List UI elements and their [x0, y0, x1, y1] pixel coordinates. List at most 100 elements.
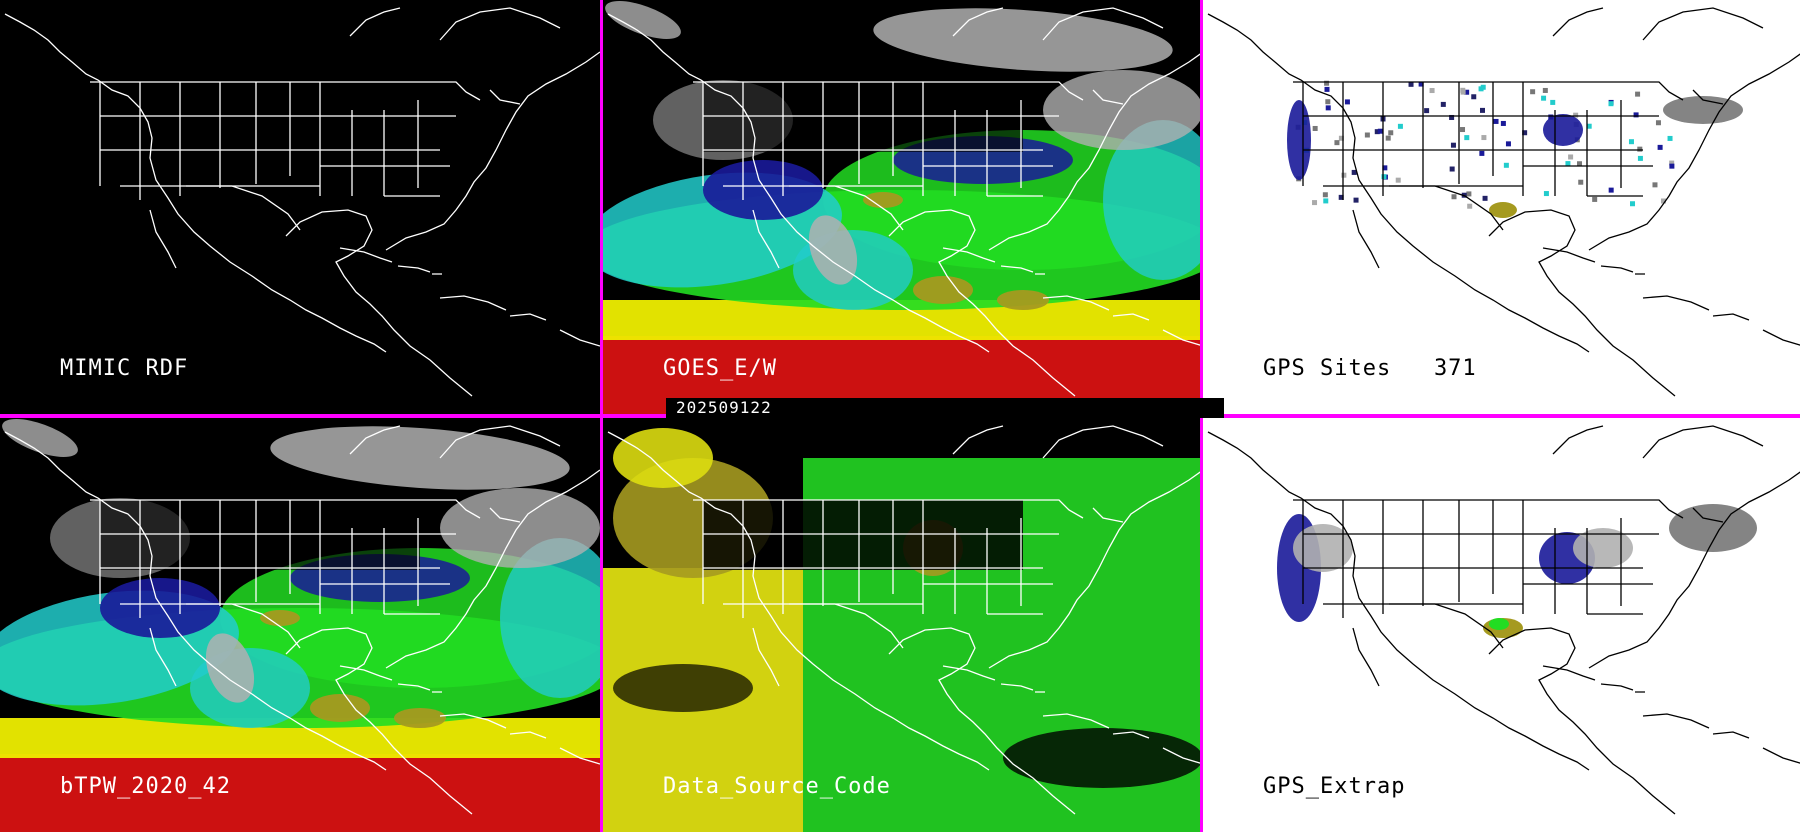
extrap-region-northeast	[1669, 504, 1757, 552]
basemap-outline-lines	[4, 425, 600, 815]
basemap-outline	[4, 7, 600, 397]
gps-site-marker	[1479, 150, 1485, 156]
gps-site-marker	[1471, 94, 1477, 100]
gps-site-marker	[1660, 198, 1666, 204]
basemap-outline-lines	[1207, 425, 1800, 815]
source-gap-west	[613, 664, 753, 712]
gps-site-marker	[1482, 195, 1488, 201]
gps-site-marker	[1577, 161, 1583, 167]
tpw-region-dry-sw	[100, 578, 220, 638]
gps-site-marker	[1323, 198, 1329, 204]
gps-site-marker	[1338, 194, 1344, 200]
gps-site-marker	[1635, 91, 1641, 97]
gps-site-marker	[1325, 105, 1331, 111]
gps-site-marker	[1324, 86, 1330, 92]
tpw-region-moist-2	[394, 708, 446, 728]
gps-site-marker	[1312, 200, 1318, 206]
panel-label: GOES_E/W	[663, 356, 777, 381]
gps-site-marker	[1353, 197, 1359, 203]
gps-site-marker	[1424, 108, 1430, 114]
tpw-region-moist-3	[863, 192, 903, 208]
gps-site-marker	[1397, 123, 1403, 129]
panel-btpw: bTPW_2020_42	[0, 418, 600, 832]
gps-site-marker	[1344, 99, 1350, 105]
gps-site-marker	[1479, 107, 1485, 113]
cloud-mask-baja	[808, 215, 858, 285]
gps-site-marker	[1449, 114, 1455, 120]
gps-site-marker	[1460, 127, 1466, 133]
coastline	[607, 7, 1200, 397]
extrap-region-gulf-green	[1489, 618, 1509, 630]
gps-site-marker	[1669, 160, 1675, 166]
btpw-field-map	[0, 419, 600, 832]
land-mask-conus	[100, 500, 420, 570]
gps-site-marker	[1338, 135, 1344, 141]
gps-site-marker	[1478, 86, 1484, 92]
basemap-outline-lines	[1207, 7, 1800, 397]
state-boundaries	[1302, 82, 1659, 200]
gps-site-marker	[1548, 114, 1554, 120]
gps-site-marker	[1377, 128, 1383, 134]
cloud-mask-alaska	[605, 1, 681, 39]
gps-site-marker	[1341, 172, 1347, 178]
extrap-region-lakes	[1573, 528, 1633, 568]
panel-data-source-code: Data_Source_Code	[603, 418, 1200, 832]
gps-site-marker	[1543, 191, 1549, 197]
state-boundaries	[99, 82, 456, 200]
gps-site-marker	[1565, 161, 1571, 167]
gps-site-marker	[1388, 130, 1394, 136]
coastline	[607, 425, 1200, 815]
gps-site-marker	[1592, 196, 1598, 202]
extrap-region-west-gray	[1293, 524, 1353, 572]
gps-site-marker	[1503, 162, 1509, 168]
gps-site-marker	[1382, 165, 1388, 171]
panel-gps-sites: GPS Sites 371	[1203, 0, 1800, 414]
gps-site-marker	[1669, 163, 1675, 169]
gps-cluster-gulf	[1489, 202, 1517, 218]
gps-site-marker	[1637, 146, 1643, 152]
panel-goes-ew: GOES_E/W	[603, 0, 1200, 414]
gps-site-marker	[1395, 177, 1401, 183]
gps-extrap-map	[1207, 425, 1800, 815]
gps-site-marker	[1440, 101, 1446, 107]
gps-site-marker	[1312, 125, 1318, 131]
cloud-mask-north	[873, 8, 1173, 72]
cloud-mask-north	[270, 426, 570, 490]
caribbean-islands	[942, 665, 1045, 693]
tpw-region-moist-2	[997, 290, 1049, 310]
gps-cluster-ohio	[1543, 114, 1583, 146]
state-boundaries	[702, 500, 1059, 618]
tpw-region-dry-sw	[703, 160, 823, 220]
panel-label: Data_Source_Code	[663, 774, 891, 799]
gps-site-marker	[1578, 179, 1584, 185]
tpw-region-low-east	[500, 538, 600, 698]
coastline	[4, 7, 600, 397]
gps-site-marker	[1522, 130, 1528, 136]
gps-site-marker	[1334, 140, 1340, 146]
state-boundaries	[1302, 500, 1659, 618]
gps-site-marker	[1408, 81, 1414, 87]
gps-site-marker	[1466, 191, 1472, 197]
tpw-region-moist-1	[913, 276, 973, 304]
basemap-outline-lines	[607, 425, 1200, 815]
gps-site-marker	[1451, 194, 1457, 200]
gps-site-marker	[1418, 81, 1424, 87]
tpw-field-map	[603, 1, 1200, 414]
basemap-outline-lines	[4, 7, 600, 397]
timestamp-banner: 202509122	[666, 398, 1224, 418]
gps-site-marker	[1429, 88, 1435, 94]
gps-site-marker	[1608, 187, 1614, 193]
gps-site-marker	[1608, 101, 1614, 107]
gps-site-marker	[1633, 112, 1639, 118]
gps-site-marker	[1505, 141, 1511, 147]
source-gap-south	[1003, 728, 1200, 788]
gps-site-marker	[1568, 154, 1574, 160]
caribbean-islands	[942, 247, 1045, 275]
gps-site-marker	[1655, 120, 1661, 126]
gps-site-marker	[1385, 135, 1391, 141]
cloud-mask-northeast	[1043, 70, 1200, 150]
gps-site-marker	[1481, 135, 1487, 141]
cloud-mask-alaska	[2, 419, 78, 457]
country-borders	[1293, 81, 1684, 231]
data-source-map	[603, 418, 1200, 832]
